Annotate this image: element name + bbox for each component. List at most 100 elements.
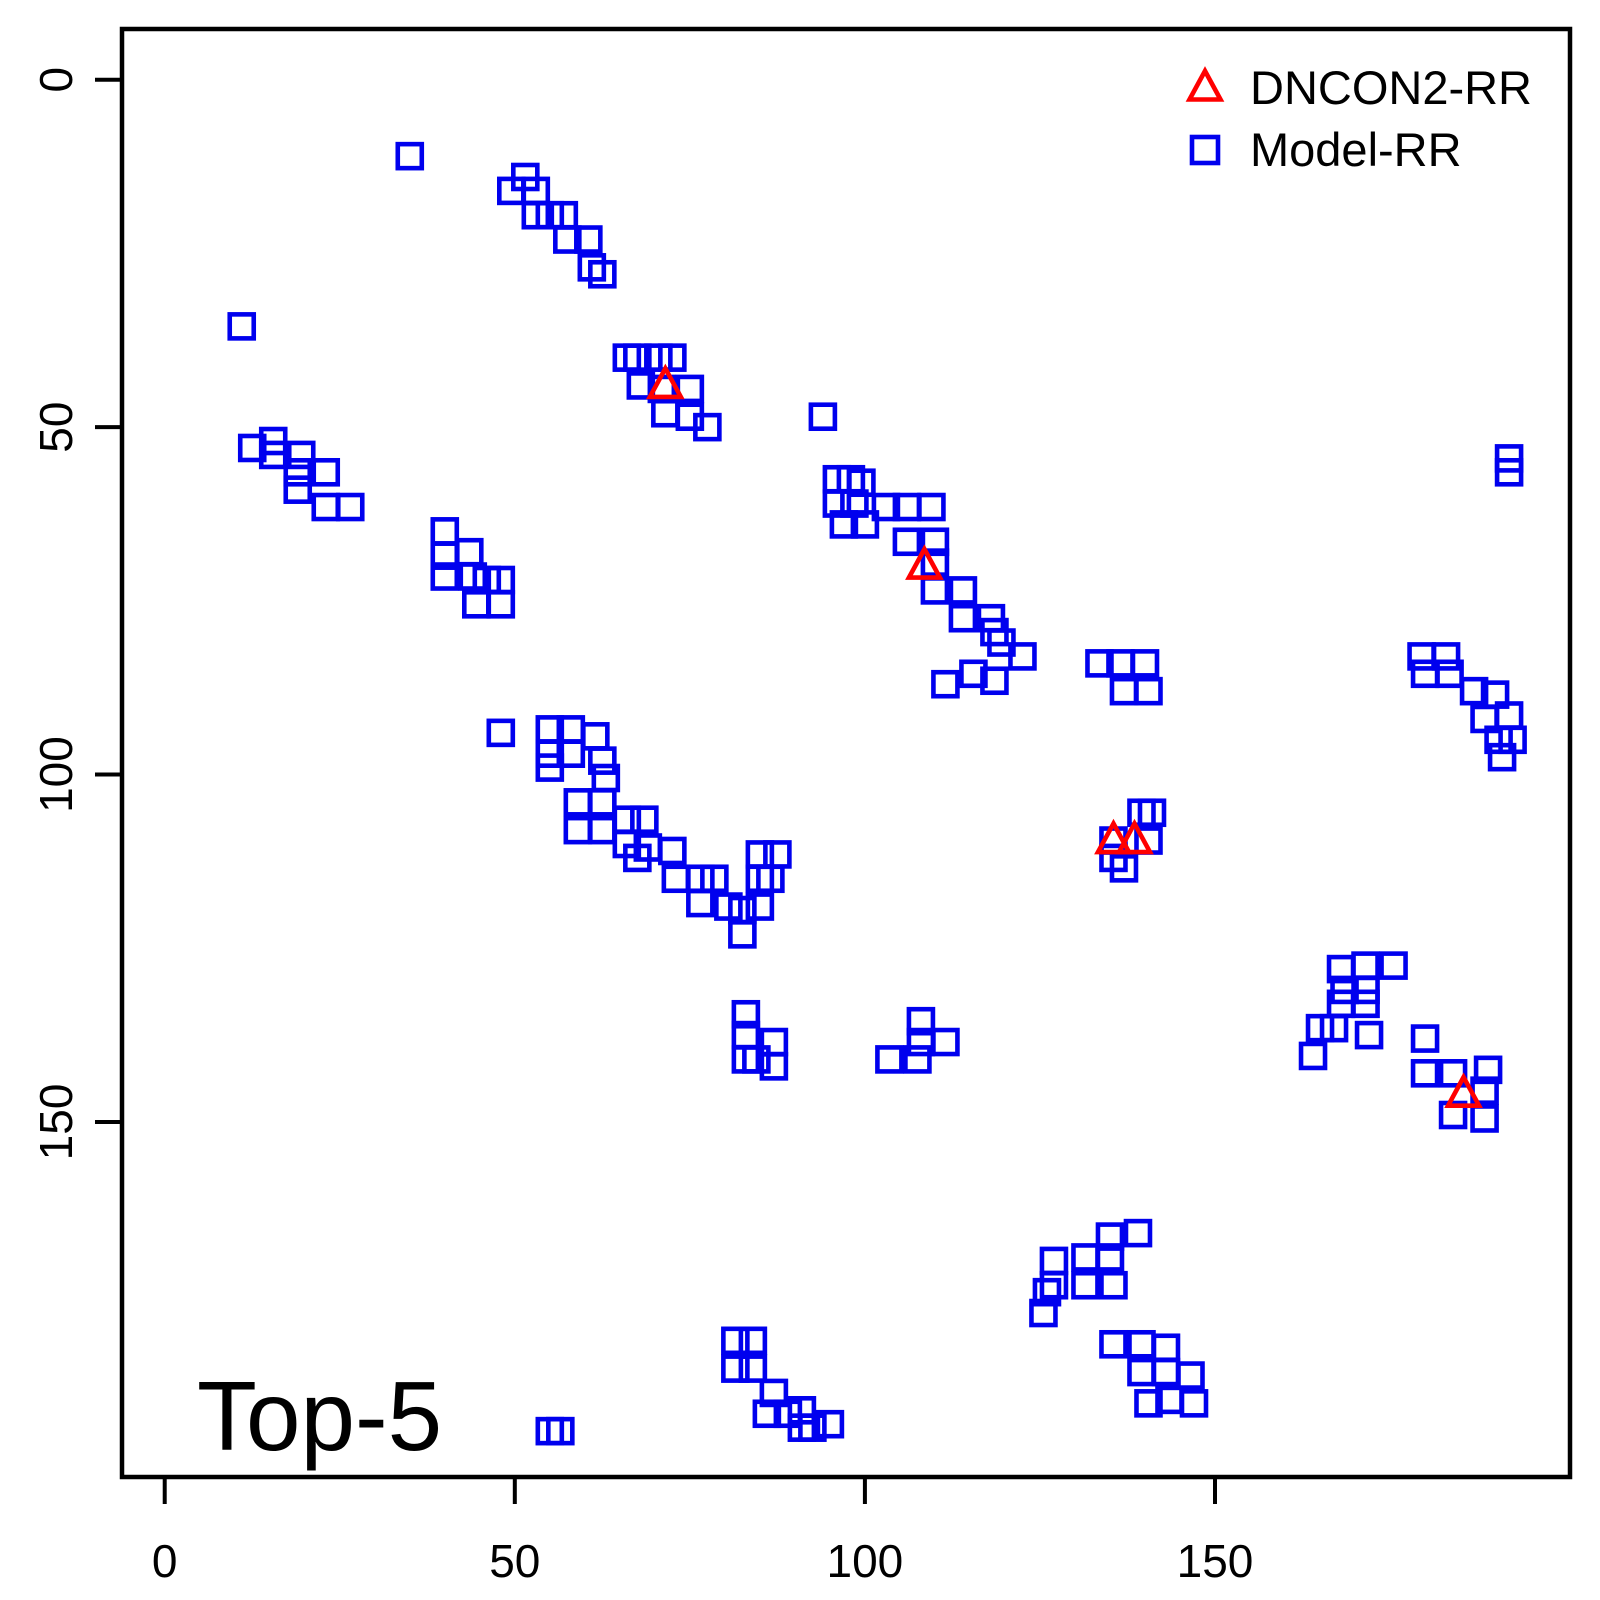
- model-rr-marker: [227, 312, 257, 341]
- model-rr-marker: [1431, 642, 1461, 671]
- model-rr-marker: [906, 1006, 936, 1036]
- model-rr-marker: [588, 746, 617, 775]
- model-rr-marker: [286, 440, 316, 470]
- model-rr-marker: [738, 1326, 768, 1356]
- model-rr-marker: [742, 1045, 771, 1074]
- x-axis-ticks: 0 50 100 150: [152, 1477, 1253, 1587]
- model-rr-marker: [1151, 1357, 1181, 1387]
- model-rr-marker: [1179, 1389, 1209, 1418]
- legend: DNCON2-RR Model-RR: [1185, 61, 1532, 176]
- model-rr-marker: [1176, 1361, 1205, 1390]
- model-rr-marker: [588, 259, 617, 289]
- model-rr-marker: [612, 805, 642, 835]
- model-rr-marker: [1351, 951, 1380, 980]
- model-rr-marker: [258, 440, 288, 470]
- annotation-top-5: Top-5: [197, 1361, 442, 1471]
- model-rr-marker: [1095, 1243, 1125, 1272]
- model-rr-marker: [980, 666, 1009, 696]
- model-rr-marker: [850, 510, 880, 539]
- x-tick-label: 100: [827, 1535, 904, 1587]
- model-rr-marker: [1319, 1013, 1349, 1043]
- model-rr-marker: [948, 603, 978, 633]
- y-tick-label: 150: [30, 1084, 82, 1161]
- model-rr-marker: [1130, 649, 1160, 678]
- x-tick-label: 150: [1177, 1535, 1254, 1587]
- model-rr-marker: [1151, 1333, 1181, 1363]
- model-rr-marker: [486, 718, 516, 748]
- x-tick-label: 50: [489, 1535, 540, 1587]
- model-rr-marker: [931, 1027, 960, 1057]
- model-rr-marker: [871, 492, 901, 522]
- model-rr-marker: [920, 576, 950, 605]
- model-rr-marker: [623, 843, 652, 873]
- model-rr-marker: [553, 225, 582, 254]
- model-rr-marker: [731, 999, 761, 1029]
- model-rr-marker: [1379, 951, 1408, 980]
- model-rr-marker: [738, 1354, 768, 1383]
- model-rr-marker: [574, 225, 603, 254]
- dncon2-rr-marker: [905, 544, 944, 580]
- plot-border: [119, 26, 1573, 1480]
- model-rr-marker: [1099, 1270, 1128, 1300]
- legend-label: Model-RR: [1250, 123, 1462, 176]
- model-rr-marker: [661, 864, 691, 894]
- model-rr-marker: [745, 892, 775, 921]
- model-rr-marker: [1071, 1243, 1100, 1272]
- model-rr-marker: [808, 402, 838, 432]
- model-rr-marker: [1435, 659, 1464, 689]
- model-rr-marker: [1099, 1329, 1128, 1359]
- legend-label: DNCON2-RR: [1250, 61, 1532, 114]
- model-rr-marker: [1032, 1277, 1062, 1307]
- model-rr-marker: [917, 492, 946, 522]
- model-rr-marker: [454, 537, 484, 567]
- model-rr-marker: [759, 1027, 789, 1057]
- model-rr-marker: [461, 590, 491, 619]
- model-rr-marker: [959, 659, 988, 689]
- model-rr-marker: [1410, 1024, 1440, 1053]
- dncon2-rr-marker: [1094, 818, 1133, 855]
- dncon2-rr-points: [645, 363, 1483, 1108]
- model-rr-marker: [875, 1045, 904, 1074]
- model-rr-marker: [395, 141, 425, 171]
- model-rr-marker: [1095, 1222, 1125, 1251]
- model-rr-marker: [721, 1326, 750, 1356]
- y-axis-ticks: 0 50 100 150: [30, 67, 122, 1160]
- model-rr-marker: [815, 1409, 845, 1439]
- model-rr-marker: [686, 888, 715, 918]
- model-rr-points: [227, 141, 1527, 1446]
- model-rr-marker: [651, 398, 680, 428]
- y-tick-label: 100: [30, 736, 82, 813]
- model-rr-marker: [798, 1413, 827, 1442]
- y-tick-label: 0: [30, 67, 82, 93]
- dncon2-rr-marker: [645, 363, 685, 400]
- legend-triangle-icon: [1185, 66, 1225, 102]
- dncon2-rr-marker: [1444, 1072, 1483, 1108]
- model-rr-marker: [1127, 1329, 1156, 1359]
- model-rr-marker: [1071, 1270, 1100, 1300]
- model-rr-marker: [535, 753, 565, 782]
- model-rr-marker: [756, 864, 785, 894]
- model-rr-marker: [822, 489, 852, 518]
- model-rr-marker: [1123, 1218, 1153, 1248]
- model-rr-marker: [623, 343, 652, 372]
- model-rr-marker: [588, 815, 617, 845]
- model-rr-marker: [1008, 642, 1037, 671]
- model-rr-marker: [763, 840, 792, 869]
- model-rr-marker: [1134, 676, 1163, 706]
- model-rr-marker: [1473, 1055, 1503, 1085]
- model-rr-marker: [430, 562, 460, 591]
- x-tick-label: 0: [152, 1535, 178, 1587]
- model-rr-marker: [1410, 1059, 1440, 1088]
- model-rr-marker: [1438, 1100, 1468, 1130]
- model-rr-marker: [1354, 1020, 1384, 1050]
- model-rr-marker: [581, 722, 610, 751]
- model-rr-marker: [430, 517, 460, 546]
- model-rr-marker: [311, 492, 341, 522]
- model-rr-marker: [1487, 742, 1517, 772]
- model-rr-marker: [1137, 798, 1167, 828]
- model-rr-marker: [1039, 1270, 1069, 1300]
- model-rr-marker: [693, 412, 722, 442]
- model-rr-marker: [1029, 1298, 1058, 1328]
- model-rr-marker: [1351, 989, 1380, 1019]
- model-rr-marker: [630, 805, 659, 835]
